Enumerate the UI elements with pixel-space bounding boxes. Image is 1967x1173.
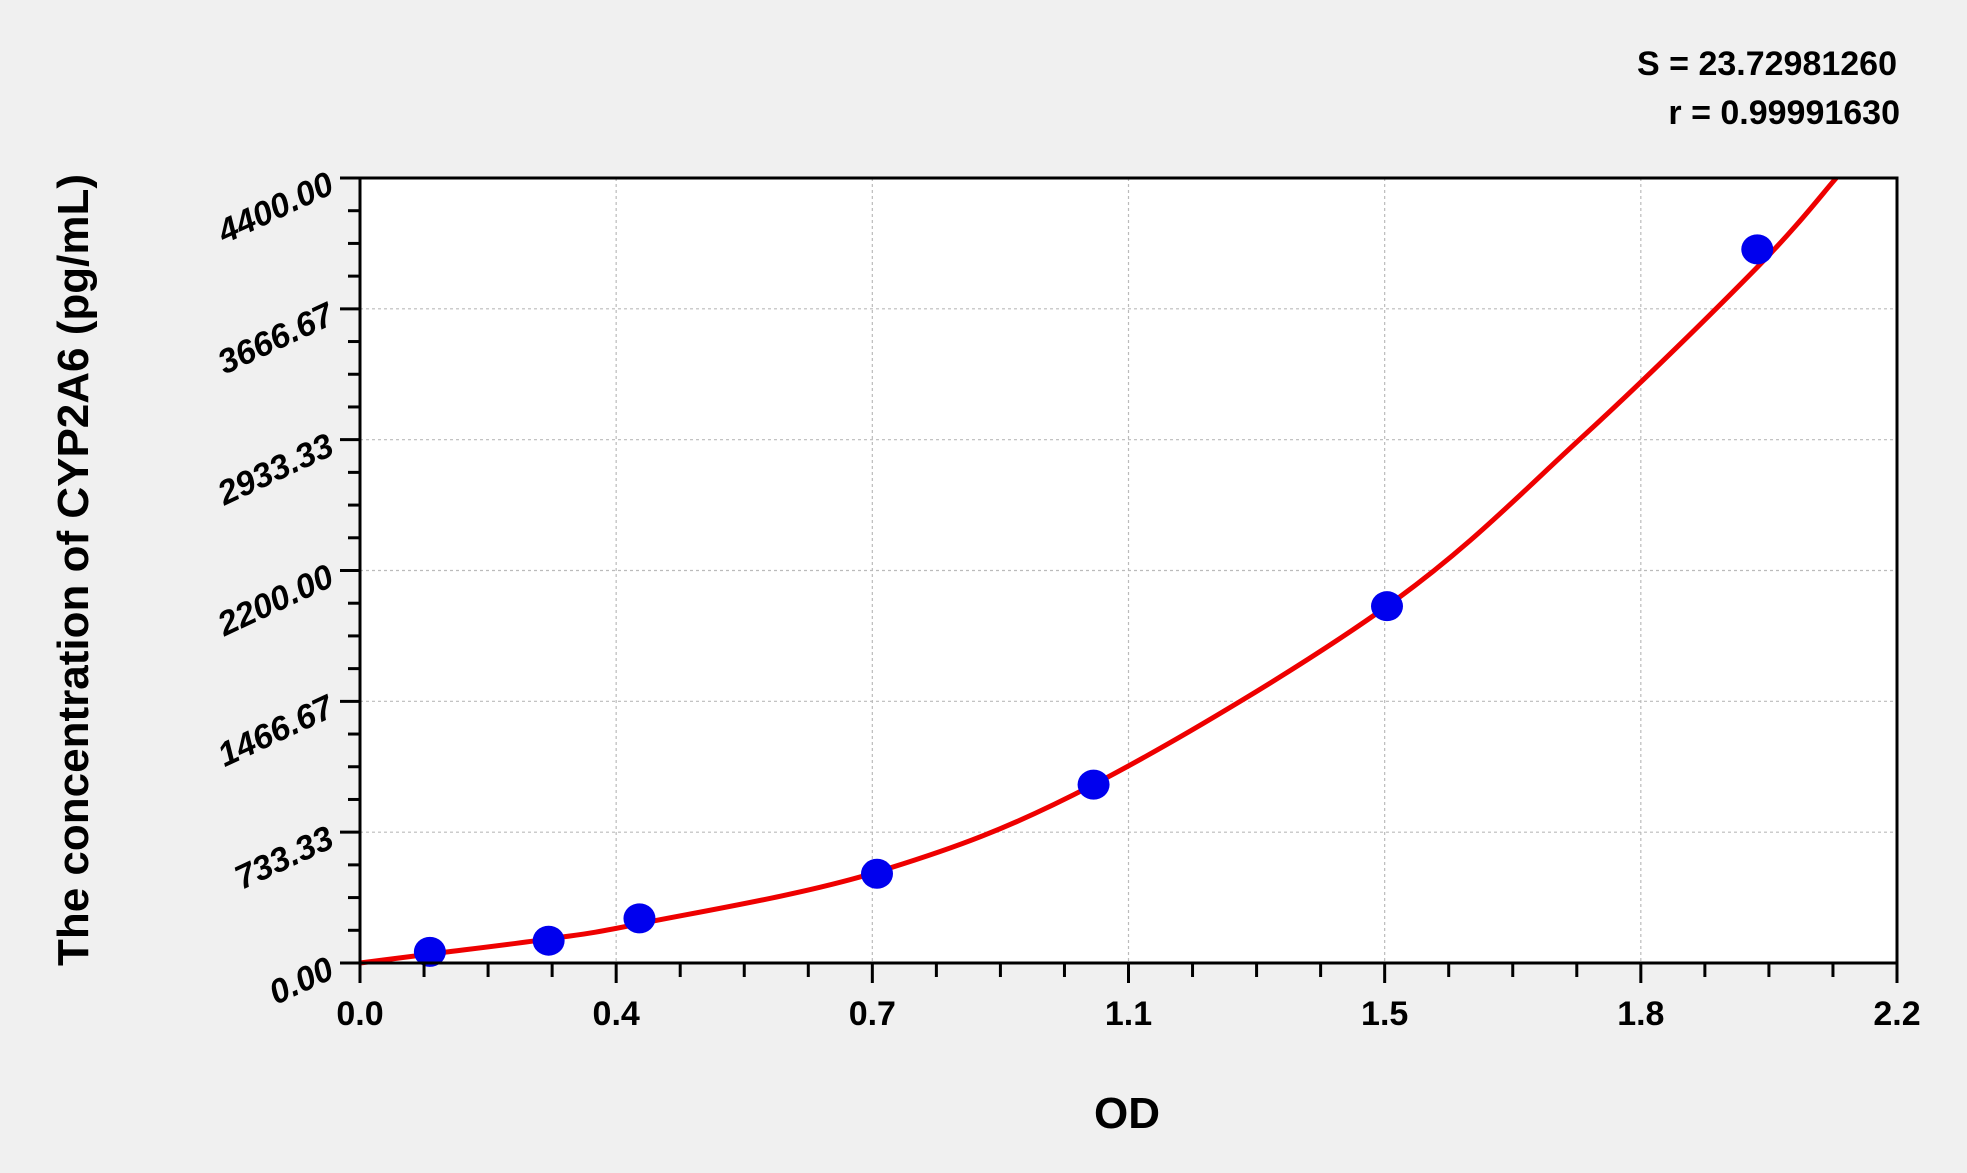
- x-tick-label: 1.8: [1617, 995, 1664, 1033]
- data-point: [413, 936, 446, 967]
- annotation-r: r = 0.99991630: [1668, 94, 1900, 132]
- annotation-s: S = 23.72981260: [1637, 45, 1897, 83]
- x-tick-label: 1.1: [1105, 995, 1152, 1033]
- x-tick-label: 1.5: [1361, 995, 1408, 1033]
- data-point: [1741, 234, 1774, 265]
- data-point: [1077, 769, 1110, 800]
- data-point: [623, 903, 656, 934]
- x-tick-label: 0.0: [336, 995, 383, 1033]
- x-tick-label: 2.2: [1873, 995, 1920, 1033]
- x-tick-label: 0.7: [849, 995, 896, 1033]
- y-axis-title: The concentration of CYP2A6 (pg/mL): [49, 174, 98, 966]
- data-point: [860, 858, 893, 889]
- data-point: [1370, 591, 1403, 622]
- x-tick-label: 0.4: [593, 995, 640, 1033]
- data-point: [532, 925, 565, 956]
- x-axis-title: OD: [1094, 1089, 1160, 1138]
